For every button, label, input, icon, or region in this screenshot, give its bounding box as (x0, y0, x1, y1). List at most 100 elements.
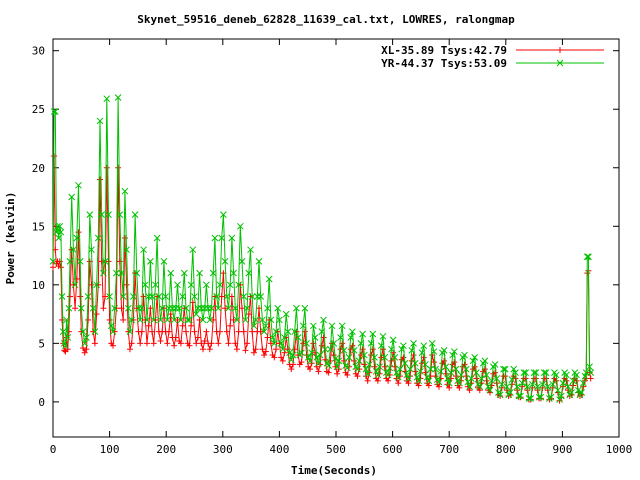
data-point (478, 375, 485, 382)
x-tick-label: 300 (213, 443, 233, 456)
data-point (199, 316, 207, 324)
data-point (218, 234, 226, 242)
data-point (466, 383, 473, 391)
data-point (513, 383, 521, 391)
data-point (411, 359, 419, 367)
data-point (415, 382, 422, 389)
legend-swatch (516, 47, 604, 53)
data-point (188, 322, 195, 329)
data-point (105, 258, 112, 265)
data-point (113, 269, 120, 277)
data-point (262, 322, 270, 330)
data-point (412, 368, 419, 375)
data-point (364, 370, 372, 378)
data-point (351, 357, 358, 364)
data-point (299, 322, 307, 330)
data-point (133, 269, 141, 277)
data-point (223, 293, 231, 300)
data-point (260, 328, 268, 336)
data-point (86, 211, 94, 218)
data-point (183, 328, 190, 335)
data-point (184, 316, 192, 324)
data-point (374, 377, 381, 384)
data-point (503, 383, 511, 391)
data-point (152, 281, 159, 289)
x-axis-title: Time(Seconds) (291, 464, 377, 477)
data-point (235, 281, 243, 289)
data-point (50, 108, 58, 115)
data-point (272, 328, 280, 336)
data-point (357, 352, 364, 359)
data-point (574, 386, 582, 394)
data-point (294, 334, 302, 341)
data-point (349, 328, 356, 336)
data-point (109, 328, 117, 336)
y-tick-label: 25 (32, 103, 45, 116)
data-point (147, 305, 154, 312)
data-point (436, 383, 443, 390)
data-point (277, 339, 285, 347)
chart-title: Skynet_59516_deneb_62828_11639_cal.txt, … (137, 13, 515, 26)
data-point (527, 395, 535, 402)
data-point (537, 393, 545, 401)
data-point (249, 328, 256, 335)
data-point (278, 354, 285, 361)
data-point (456, 384, 463, 391)
data-point (306, 357, 314, 365)
y-axis-title: Power (kelvin) (4, 192, 17, 285)
data-point (532, 369, 540, 376)
data-point (252, 316, 259, 324)
data-point (422, 369, 429, 376)
data-point (583, 253, 591, 261)
data-point (396, 365, 404, 373)
data-point (483, 377, 490, 384)
data-point (250, 322, 258, 330)
data-point (315, 368, 322, 375)
data-point (569, 377, 577, 385)
data-point (335, 357, 343, 365)
data-point (193, 340, 200, 347)
data-point (271, 354, 278, 361)
data-point (500, 365, 507, 373)
data-point (57, 228, 65, 236)
data-point (189, 246, 197, 254)
data-point (416, 368, 424, 375)
data-point (238, 258, 246, 265)
data-point (452, 373, 459, 380)
data-point (542, 369, 550, 376)
data-point (466, 387, 473, 394)
data-point (287, 356, 295, 364)
data-point (350, 347, 358, 354)
data-point (225, 304, 232, 312)
data-point (198, 340, 205, 347)
data-point (58, 293, 66, 300)
data-point (391, 363, 398, 370)
data-point (530, 369, 538, 376)
data-point (291, 328, 299, 336)
data-point (564, 383, 572, 391)
x-tick-label: 600 (383, 443, 403, 456)
data-point (381, 363, 388, 370)
data-point (143, 340, 150, 347)
data-point (199, 346, 206, 353)
data-point (369, 330, 377, 338)
data-point (63, 334, 70, 341)
data-point (418, 349, 426, 357)
data-point (371, 363, 378, 370)
y-tick-label: 5 (38, 337, 45, 350)
data-point (177, 316, 185, 324)
data-point (160, 258, 168, 265)
data-point (257, 328, 264, 335)
x-tick-label: 800 (496, 443, 516, 456)
x-tick-label: 900 (552, 443, 572, 456)
data-point (423, 373, 431, 381)
data-point (150, 316, 158, 324)
data-point (483, 371, 490, 379)
data-point (585, 253, 592, 261)
data-point (262, 348, 269, 355)
data-point (265, 275, 273, 283)
data-point (162, 293, 169, 300)
data-point (83, 346, 90, 353)
legend-label: YR-44.37 Tsys:53.09 (381, 57, 507, 70)
